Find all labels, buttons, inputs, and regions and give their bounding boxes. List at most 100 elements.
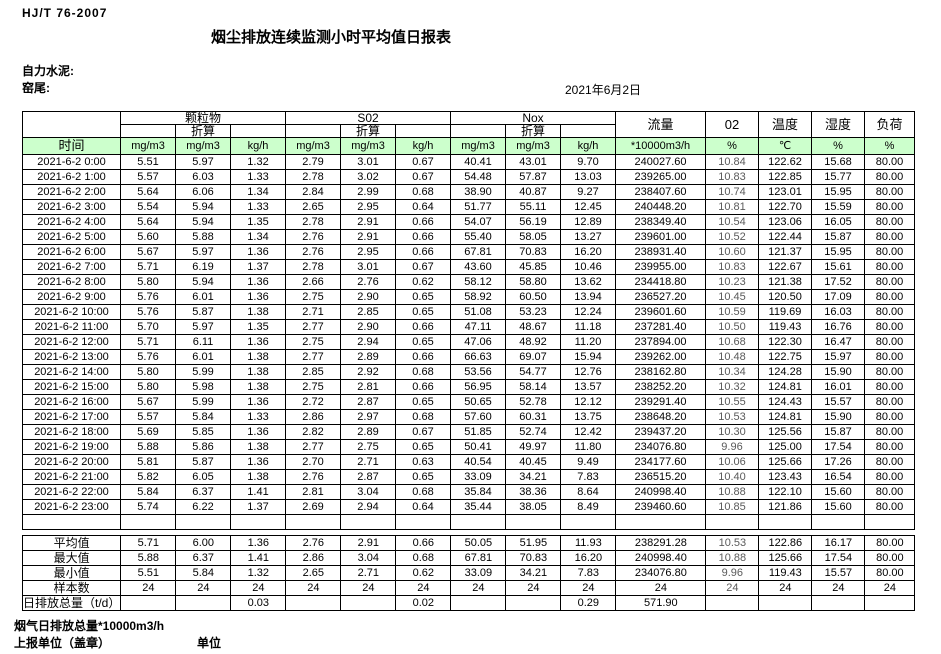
- group-header-nox: Nox: [450, 111, 616, 125]
- table-row: 2021-6-2 20:00 5.81 5.87 1.36 2.70 2.71 0.63 40…: [22, 454, 915, 470]
- value-cell: 2.89: [340, 349, 396, 365]
- value-cell: 8.64: [560, 484, 616, 500]
- value-cell: 56.95: [450, 379, 506, 395]
- value-cell: 2.71: [285, 304, 341, 320]
- value-cell: 51.77: [450, 199, 506, 215]
- summary-value-cell: 17.54: [811, 550, 866, 566]
- summary-value-cell: 7.83: [560, 565, 617, 581]
- value-cell: 80.00: [864, 169, 915, 185]
- value-cell: 240027.60: [615, 154, 706, 170]
- table-row: 2021-6-2 4:00 5.64 5.94 1.35 2.78 2.91 0.66 54.…: [22, 214, 915, 230]
- value-cell: 10.23: [705, 274, 759, 290]
- value-cell: 6.22: [175, 499, 231, 515]
- summary-value-cell: 24: [175, 580, 232, 596]
- value-cell: 5.57: [120, 169, 176, 185]
- value-cell: 0.67: [395, 154, 451, 170]
- value-cell: 49.97: [505, 439, 561, 455]
- company-label: 自力水泥:: [22, 64, 74, 78]
- value-cell: 2.75: [340, 439, 396, 455]
- value-cell: 5.84: [175, 409, 231, 425]
- value-cell: 15.97: [811, 349, 865, 365]
- value-cell: 2.72: [285, 394, 341, 410]
- value-cell: 11.80: [560, 439, 616, 455]
- value-cell: 2.78: [285, 214, 341, 230]
- empty-cell: [230, 514, 286, 530]
- value-cell: 0.66: [395, 229, 451, 245]
- value-cell: 2.69: [285, 499, 341, 515]
- flue-gas-total-note: 烟气日排放总量*10000m3/h: [14, 619, 165, 633]
- summary-value-cell: 70.83: [505, 550, 562, 566]
- time-cell: 2021-6-2 3:00: [22, 199, 121, 215]
- value-cell: 2.90: [340, 319, 396, 335]
- unit-cell: ℃: [758, 137, 812, 155]
- value-cell: 0.66: [395, 214, 451, 230]
- value-cell: 58.14: [505, 379, 561, 395]
- value-cell: 239291.40: [615, 394, 706, 410]
- value-cell: 124.81: [758, 379, 812, 395]
- value-cell: 0.64: [395, 499, 451, 515]
- value-cell: 47.06: [450, 334, 506, 350]
- value-cell: 38.36: [505, 484, 561, 500]
- value-cell: 9.27: [560, 184, 616, 200]
- unit-cell: %: [705, 137, 759, 155]
- value-cell: 234076.80: [615, 439, 706, 455]
- value-cell: 38.90: [450, 184, 506, 200]
- value-cell: 1.38: [230, 439, 286, 455]
- value-cell: 0.65: [395, 469, 451, 485]
- summary-value-cell: 16.20: [560, 550, 617, 566]
- summary-value-cell: 24: [395, 580, 452, 596]
- value-cell: 121.37: [758, 244, 812, 260]
- value-cell: 5.67: [120, 244, 176, 260]
- value-cell: 80.00: [864, 454, 915, 470]
- value-cell: 5.76: [120, 349, 176, 365]
- value-cell: 5.51: [120, 154, 176, 170]
- empty-cell: [285, 514, 341, 530]
- summary-value-cell: 0.02: [395, 595, 452, 611]
- value-cell: 80.00: [864, 199, 915, 215]
- table-row: 2021-6-2 16:00 5.67 5.99 1.36 2.72 2.87 0.65 50…: [22, 394, 915, 410]
- value-cell: 40.87: [505, 184, 561, 200]
- summary-value-cell: 1.41: [230, 550, 287, 566]
- value-cell: 1.36: [230, 394, 286, 410]
- value-cell: 1.38: [230, 304, 286, 320]
- value-cell: 239437.20: [615, 424, 706, 440]
- value-cell: 80.00: [864, 244, 915, 260]
- value-cell: 80.00: [864, 499, 915, 515]
- value-cell: 125.56: [758, 424, 812, 440]
- value-cell: 2.95: [340, 244, 396, 260]
- value-cell: 3.01: [340, 154, 396, 170]
- value-cell: 5.94: [175, 274, 231, 290]
- value-cell: 15.94: [560, 349, 616, 365]
- value-cell: 17.54: [811, 439, 865, 455]
- summary-value-cell: 119.43: [758, 565, 813, 581]
- value-cell: 80.00: [864, 394, 915, 410]
- corner-cell: [22, 111, 121, 138]
- summary-label-cell: 日排放总量（t/d）: [21, 595, 122, 611]
- value-cell: 5.64: [120, 214, 176, 230]
- value-cell: 5.98: [175, 379, 231, 395]
- empty-cell: [560, 514, 616, 530]
- summary-value-cell: 2.76: [285, 535, 342, 551]
- value-cell: 237281.40: [615, 319, 706, 335]
- value-cell: 2.76: [285, 244, 341, 260]
- summary-value-cell: 24: [285, 580, 342, 596]
- value-cell: 120.50: [758, 289, 812, 305]
- value-cell: 10.54: [705, 214, 759, 230]
- value-cell: 80.00: [864, 259, 915, 275]
- empty-row: [22, 514, 915, 530]
- value-cell: 2.76: [340, 274, 396, 290]
- value-cell: 10.46: [560, 259, 616, 275]
- summary-value-cell: 234076.80: [615, 565, 707, 581]
- value-cell: 10.34: [705, 364, 759, 380]
- value-cell: 6.37: [175, 484, 231, 500]
- empty-cell: [705, 514, 759, 530]
- value-cell: 122.10: [758, 484, 812, 500]
- value-cell: 2.84: [285, 184, 341, 200]
- summary-label-cell: 最小值: [21, 565, 122, 581]
- value-cell: 5.70: [120, 319, 176, 335]
- value-cell: 0.65: [395, 394, 451, 410]
- summary-value-cell: 1.32: [230, 565, 287, 581]
- value-cell: 0.65: [395, 289, 451, 305]
- value-cell: 5.88: [175, 229, 231, 245]
- value-cell: 15.90: [811, 409, 865, 425]
